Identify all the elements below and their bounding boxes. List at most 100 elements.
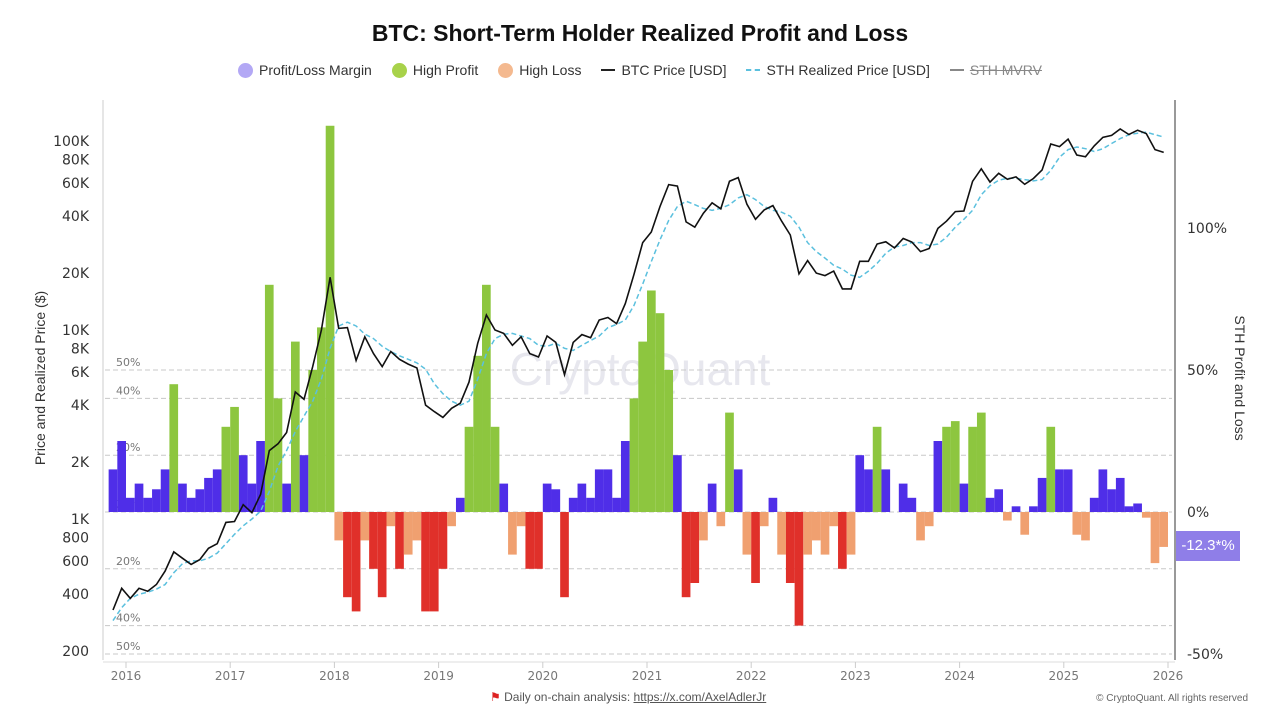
margin-bar bbox=[647, 290, 656, 512]
right-axis-tick-label: 100% bbox=[1187, 221, 1227, 237]
legend-item-realized-price[interactable]: STH Realized Price [USD] bbox=[746, 62, 930, 78]
legend-item-btc-price[interactable]: BTC Price [USD] bbox=[601, 62, 726, 78]
footer-link[interactable]: https://x.com/AxelAdlerJr bbox=[633, 690, 767, 704]
left-axis-tick-label: 800 bbox=[62, 530, 89, 546]
margin-bar bbox=[777, 512, 786, 555]
legend-item-high-loss[interactable]: High Loss bbox=[498, 62, 581, 78]
margin-bar bbox=[152, 489, 161, 512]
margin-bar bbox=[421, 512, 430, 612]
x-axis-tick-label: 2017 bbox=[215, 669, 246, 683]
margin-bar bbox=[551, 489, 561, 512]
margin-bar bbox=[664, 370, 674, 512]
left-axis-tick-label: 2K bbox=[71, 455, 90, 471]
legend-label: High Loss bbox=[519, 62, 582, 78]
margin-bar bbox=[1159, 512, 1168, 547]
legend-item-margin[interactable]: Profit/Loss Margin bbox=[238, 62, 372, 78]
margin-bar bbox=[1055, 469, 1064, 512]
margin-bar bbox=[1115, 477, 1125, 512]
margin-bar bbox=[369, 512, 378, 569]
margin-bar bbox=[273, 398, 283, 512]
margin-bar bbox=[108, 469, 118, 512]
margin-bar bbox=[464, 426, 474, 512]
left-axis-label: Price and Realized Price ($) bbox=[32, 290, 48, 466]
margin-bar bbox=[829, 512, 839, 527]
margin-bar bbox=[238, 455, 248, 512]
margin-bar bbox=[343, 512, 352, 598]
margin-bar bbox=[959, 483, 969, 512]
left-axis-tick-label: 6K bbox=[71, 365, 90, 381]
copyright: © CryptoQuant. All rights reserved bbox=[1096, 693, 1248, 704]
left-axis-tick-label: 40K bbox=[62, 209, 90, 225]
margin-bar bbox=[759, 512, 769, 527]
margin-bar bbox=[1046, 426, 1056, 512]
margin-bar bbox=[751, 512, 760, 583]
margin-bar bbox=[716, 512, 726, 527]
margin-bar bbox=[933, 441, 943, 512]
legend-item-sth-mvrv[interactable]: STH MVRV bbox=[949, 62, 1042, 78]
margin-bar bbox=[403, 512, 413, 555]
margin-bar bbox=[325, 125, 335, 512]
margin-bar bbox=[516, 512, 526, 527]
legend: Profit/Loss Margin High Profit High Loss… bbox=[0, 62, 1280, 78]
margin-bar bbox=[264, 284, 274, 512]
margin-bar bbox=[1072, 512, 1082, 535]
left-axis-tick-label: 20K bbox=[62, 266, 90, 282]
footer: ⚑ Daily on-chain analysis: https://x.com… bbox=[490, 690, 766, 704]
footer-text: Daily on-chain analysis: bbox=[504, 690, 634, 704]
reference-line-label: 40% bbox=[116, 384, 140, 397]
reference-line-label: 50% bbox=[116, 640, 140, 653]
margin-bar bbox=[864, 469, 873, 512]
margin-bar bbox=[412, 512, 422, 541]
margin-bar bbox=[976, 412, 986, 512]
margin-bar bbox=[586, 497, 595, 512]
left-axis-tick-label: 4K bbox=[71, 398, 90, 414]
margin-bar bbox=[872, 426, 882, 512]
legend-dashed-line-icon bbox=[746, 69, 761, 71]
margin-bar bbox=[673, 455, 682, 512]
margin-bar bbox=[282, 483, 291, 512]
margin-bar bbox=[699, 512, 708, 541]
left-axis-tick-label: 1K bbox=[71, 512, 90, 528]
margin-bar bbox=[916, 512, 925, 541]
margin-bar bbox=[1133, 503, 1142, 512]
left-axis-tick-label: 600 bbox=[62, 554, 89, 570]
x-axis-tick-label: 2025 bbox=[1049, 669, 1080, 683]
margin-bar bbox=[1037, 477, 1047, 512]
legend-line-icon bbox=[949, 69, 964, 71]
margin-bar bbox=[1141, 512, 1151, 518]
right-axis-label: STH Profit and Loss bbox=[1232, 315, 1248, 441]
margin-bar bbox=[186, 497, 196, 512]
margin-bar bbox=[126, 497, 135, 512]
margin-bar bbox=[1124, 506, 1134, 512]
legend-label: STH Realized Price [USD] bbox=[766, 62, 930, 78]
margin-bar bbox=[429, 512, 439, 612]
legend-dot-icon bbox=[391, 62, 407, 78]
margin-bar bbox=[334, 512, 344, 541]
margin-bar bbox=[811, 512, 821, 541]
left-axis-tick-label: 60K bbox=[62, 176, 90, 192]
margin-bar bbox=[568, 497, 578, 512]
margin-bar bbox=[204, 477, 213, 512]
margin-bar bbox=[560, 512, 569, 598]
legend-line-icon bbox=[601, 69, 616, 71]
margin-bar bbox=[707, 483, 717, 512]
x-axis-tick-label: 2022 bbox=[736, 669, 767, 683]
margin-bar bbox=[690, 512, 700, 583]
margin-bar bbox=[482, 284, 491, 512]
left-axis-tick-label: 100K bbox=[53, 134, 90, 150]
margin-bar bbox=[542, 483, 552, 512]
margin-bar bbox=[490, 426, 500, 512]
margin-bar bbox=[212, 469, 222, 512]
margin-bar bbox=[803, 512, 812, 555]
margin-bar bbox=[733, 469, 743, 512]
legend-item-high-profit[interactable]: High Profit bbox=[391, 62, 478, 78]
x-axis-tick-label: 2019 bbox=[423, 669, 454, 683]
margin-bar bbox=[629, 398, 639, 512]
margin-bar bbox=[1011, 506, 1021, 512]
margin-bar bbox=[317, 327, 326, 512]
margin-bar bbox=[308, 370, 318, 512]
margin-bar bbox=[846, 512, 856, 555]
margin-bar bbox=[499, 483, 509, 512]
margin-bar bbox=[950, 421, 960, 512]
left-axis-tick-label: 200 bbox=[62, 644, 89, 660]
